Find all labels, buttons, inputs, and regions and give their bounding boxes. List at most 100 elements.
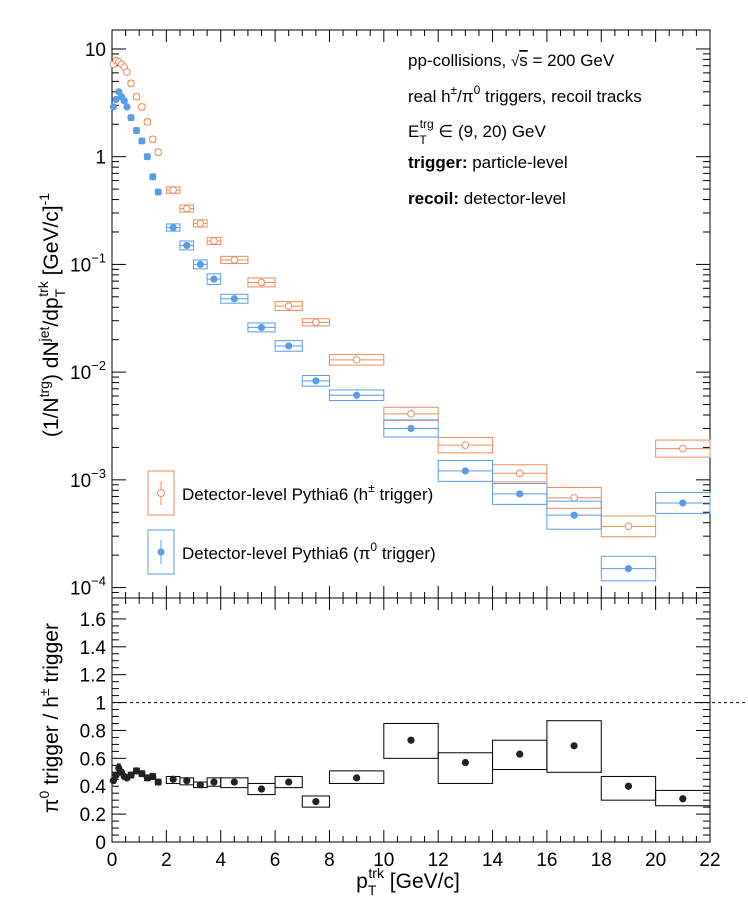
annotation-trigger-level: trigger: particle-level: [408, 153, 568, 172]
ratio-point: [257, 785, 266, 793]
ratio-point: [132, 767, 141, 775]
data-point: [285, 342, 293, 350]
legend-h-marker: [157, 489, 165, 497]
ratio-point: [112, 771, 120, 779]
ratio-point: [183, 777, 191, 785]
legend-h-box: [147, 470, 175, 516]
data-point: [149, 173, 157, 181]
annotation-collisions: pp-collisions, √s = 200 GeV: [408, 51, 615, 70]
x-tick-label: 2: [161, 850, 172, 871]
data-point: [230, 256, 239, 264]
top-y-axis-title: (1/Ntrg) dNjet/dpTtrk [GeV/c]-1: [35, 193, 68, 437]
x-tick-label: 12: [428, 850, 449, 871]
bottom-y-tick-label: 0.6: [80, 749, 106, 770]
legend-pi0-label: Detector-level Pythia6 (π0 trigger): [182, 540, 436, 563]
x-tick-label: 8: [324, 850, 335, 871]
data-point: [112, 95, 120, 104]
data-point: [127, 114, 135, 122]
series-pi0-trigger: [109, 88, 711, 582]
x-tick-label: 20: [645, 850, 666, 871]
ratio-syst-box: [655, 789, 711, 807]
data-point: [257, 323, 266, 332]
bottom-y-tick-label: 1.4: [80, 638, 107, 659]
data-point: [148, 135, 157, 144]
x-tick-label: 6: [270, 850, 281, 871]
ratio-syst-box: [220, 777, 249, 789]
annotations: pp-collisions, √s = 200 GeV real h±/π0 t…: [408, 51, 642, 208]
data-point: [132, 92, 141, 101]
ratio-syst-box: [274, 775, 303, 789]
legend-pi0-box: [147, 529, 175, 575]
ratio-point: [312, 797, 320, 806]
ratio-point: [461, 758, 469, 767]
legend-h-label: Detector-level Pythia6 (h± trigger): [182, 481, 433, 504]
data-point: [183, 241, 191, 250]
data-point: [353, 391, 361, 399]
data-point: [123, 103, 131, 111]
data-point: [132, 126, 141, 135]
bottom-y-tick-label: 1.6: [80, 610, 106, 631]
ratio-point: [230, 778, 238, 786]
top-y-tick-label: 1: [95, 148, 106, 169]
x-tick-label: 16: [536, 850, 557, 871]
x-tick-label: 14: [482, 850, 504, 871]
ratio-point: [143, 774, 151, 782]
annotation-triggers: real h±/π0 triggers, recoil tracks: [408, 83, 642, 106]
data-point: [143, 153, 151, 161]
bottom-y-tick-label: 0.4: [80, 777, 107, 798]
ratio-point: [196, 781, 204, 789]
ratio-point: [285, 778, 293, 786]
bottom-y-tick-label: 0: [95, 833, 106, 854]
series-h-trigger: [109, 56, 711, 538]
data-point: [312, 318, 320, 327]
data-point: [407, 410, 415, 418]
data-point: [109, 103, 117, 111]
top-y-tick-label: 10−3: [70, 466, 106, 492]
data-point: [154, 188, 162, 196]
top-y-tick-label: 10−4: [70, 574, 106, 600]
data-point: [182, 204, 191, 213]
data-point: [127, 79, 135, 88]
data-point: [570, 511, 578, 519]
ratio-point: [169, 775, 177, 783]
ratio-syst-box: [383, 722, 439, 759]
data-point: [196, 260, 204, 269]
data-point: [257, 278, 266, 287]
ratio-syst-box: [328, 770, 385, 784]
legend-entry-h-trigger: Detector-level Pythia6 (h± trigger): [147, 470, 433, 516]
data-point: [169, 223, 177, 232]
ratio-point: [154, 778, 162, 786]
data-point: [120, 97, 128, 105]
bottom-y-tick-label: 1: [95, 694, 106, 715]
top-panel-frame: [111, 29, 711, 599]
data-point: [461, 441, 470, 449]
bottom-y-tick-label: 0.2: [80, 805, 106, 826]
series-ratio: [109, 720, 711, 808]
data-point: [210, 275, 218, 283]
top-y-tick-label: 10: [85, 40, 106, 61]
data-point: [515, 469, 524, 478]
bottom-y-tick-label: 0.8: [80, 721, 106, 742]
data-point: [210, 237, 218, 245]
bottom-y-tick-label: 1.2: [80, 666, 106, 687]
data-point: [516, 490, 524, 498]
top-plot-layer: 10 1 10−1 10−2 10−3 10−4: [70, 30, 711, 600]
legend: Detector-level Pythia6 (h± trigger) Dete…: [147, 470, 436, 575]
ratio-point: [679, 795, 687, 803]
data-point: [123, 68, 131, 76]
data-point: [284, 302, 293, 310]
annotation-et-range: ETtrg ∈ (9, 20) GeV: [408, 117, 546, 147]
bottom-panel-frame: [111, 597, 711, 843]
x-tick-label: 0: [107, 850, 118, 871]
ratio-point: [353, 774, 361, 782]
data-point: [679, 444, 687, 453]
ratio-syst-box: [437, 752, 494, 784]
x-tick-label: 4: [215, 850, 226, 871]
ratio-point: [516, 750, 524, 758]
ratio-point: [149, 772, 157, 781]
ratio-point: [570, 742, 578, 750]
data-point: [154, 148, 163, 157]
data-point: [138, 137, 146, 145]
data-point: [196, 219, 205, 228]
